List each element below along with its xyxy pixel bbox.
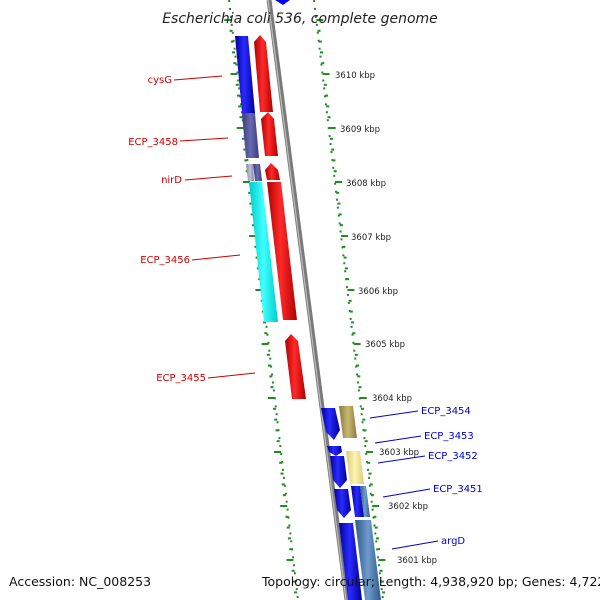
map-title: Escherichia coli 536, complete genome	[162, 11, 438, 27]
gene-ecp3454-forward	[321, 408, 340, 440]
gene-ecp3453-forward	[327, 446, 342, 456]
gene-argd-forward	[339, 523, 362, 600]
gene-nird-reverse-b	[253, 164, 262, 181]
gene-ecp3454-reverse	[339, 406, 357, 438]
gene-ecp3452-reverse	[346, 451, 364, 484]
gene-ecp3451-reverse-b	[360, 486, 370, 517]
gene-label-ecp3453[interactable]: ECP_3453	[424, 431, 474, 442]
topology-text: Topology: circular; Length: 4,938,920 bp…	[262, 574, 600, 589]
gene-label-ecp3458[interactable]: ECP_3458	[128, 137, 178, 148]
kbp-label: 3608 kbp	[346, 179, 386, 189]
kbp-labels: 3610 kbp 3609 kbp 3608 kbp 3607 kbp 3606…	[335, 71, 437, 566]
gene-cysg-forward	[254, 35, 273, 112]
gene-ecp3451-forward	[334, 489, 351, 518]
genome-backbone	[266, 0, 350, 600]
gene-ecp3451-reverse-a	[351, 486, 364, 517]
gene-ecp3458-reverse	[242, 113, 259, 158]
gene-top-partial	[275, 0, 290, 5]
kbp-label: 3606 kbp	[358, 287, 398, 297]
gene-features	[235, 0, 381, 600]
kbp-label: 3610 kbp	[335, 71, 375, 81]
kbp-label: 3603 kbp	[379, 448, 419, 458]
kbp-label: 3602 kbp	[388, 502, 428, 512]
gene-label-argd[interactable]: argD	[441, 536, 465, 547]
gene-ecp3452-forward	[330, 456, 347, 488]
gene-label-nird[interactable]: nirD	[161, 175, 182, 186]
gene-label-ecp3456[interactable]: ECP_3456	[140, 255, 190, 266]
gene-ecp3456-reverse	[249, 182, 278, 322]
gene-label-ecp3451[interactable]: ECP_3451	[433, 484, 483, 495]
gene-nird-reverse-a	[246, 164, 254, 181]
gene-label-ecp3455[interactable]: ECP_3455	[156, 373, 206, 384]
gene-cysg-reverse	[235, 36, 255, 113]
gene-nird-forward	[265, 163, 280, 180]
gene-label-cysg[interactable]: cysG	[148, 75, 172, 86]
gene-label-ecp3454[interactable]: ECP_3454	[421, 406, 471, 417]
gene-ecp3458-forward	[261, 112, 278, 156]
gene-ecp3456-forward	[267, 182, 297, 320]
gene-ecp3455-forward	[285, 334, 306, 399]
kbp-label: 3607 kbp	[351, 233, 391, 243]
backbone-highlight	[267, 0, 347, 600]
gene-label-ecp3452[interactable]: ECP_3452	[428, 451, 478, 462]
left-gene-labels: cysG ECP_3458 nirD ECP_3456 ECP_3455	[128, 75, 206, 384]
label-leader-lines	[173, 75, 439, 550]
right-gene-labels: ECP_3454 ECP_3453 ECP_3452 ECP_3451 argD	[421, 406, 483, 547]
kbp-label: 3609 kbp	[340, 125, 380, 135]
kbp-label: 3605 kbp	[365, 340, 405, 350]
accession-text: Accession: NC_008253	[9, 574, 152, 589]
kbp-label: 3604 kbp	[372, 394, 412, 404]
gene-argd-reverse	[355, 520, 381, 600]
kbp-label: 3601 kbp	[397, 556, 437, 566]
